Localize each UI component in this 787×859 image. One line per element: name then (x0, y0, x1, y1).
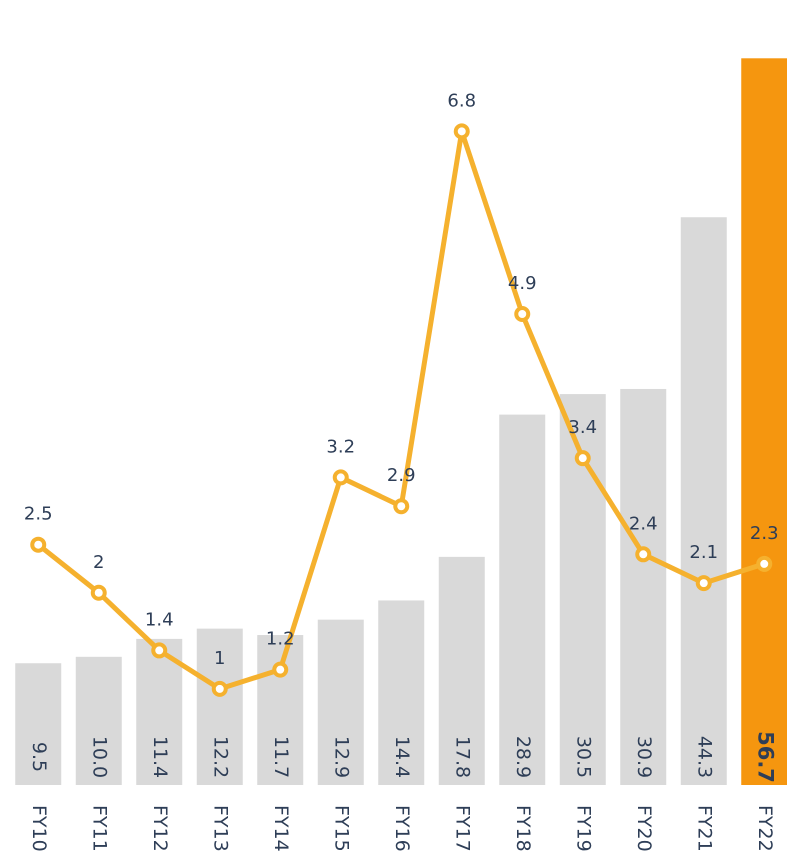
line-value-label: 1 (214, 648, 225, 669)
line-point (695, 575, 712, 592)
line-value-label: 6.8 (447, 90, 476, 111)
bar (136, 638, 183, 785)
line-point (514, 305, 531, 322)
bar (317, 619, 364, 785)
x-tick-label: FY21 (693, 805, 715, 852)
bar-value-label: 14.4 (391, 736, 413, 778)
line-value-label: 2.3 (750, 523, 779, 544)
bar-value-label: 44.3 (693, 736, 715, 778)
x-tick-label: FY11 (88, 805, 110, 852)
bar-value-label: 11.4 (149, 736, 171, 778)
line-value-label: 2.1 (689, 542, 718, 563)
bar (620, 388, 667, 785)
line-point (332, 469, 349, 486)
line-point (393, 498, 410, 515)
bar (15, 663, 62, 785)
bar-value-label: 30.5 (572, 736, 594, 778)
bar-value-label: 12.9 (330, 736, 352, 778)
x-tick-label: FY14 (270, 805, 292, 852)
line-value-label: 3.4 (568, 417, 597, 438)
x-tick-label: FY19 (572, 805, 594, 852)
bar (680, 217, 727, 785)
line-point (272, 661, 289, 678)
bar-value-label: 11.7 (270, 736, 292, 778)
line-value-label: 2.9 (387, 465, 416, 486)
line-point (574, 450, 591, 467)
bar (741, 58, 787, 786)
x-tick-label: FY10 (28, 805, 50, 852)
x-tick-label: FY20 (633, 805, 655, 852)
line-value-label: 1.4 (145, 609, 174, 630)
line-point (211, 680, 228, 697)
x-tick-label: FY22 (754, 805, 776, 852)
line-value-label: 2.5 (24, 504, 53, 525)
bar-value-label: 9.5 (28, 742, 50, 772)
bar-value-label: 30.9 (633, 736, 655, 778)
line-point (756, 555, 773, 572)
line-value-label: 4.9 (508, 273, 537, 294)
x-tick-label: FY16 (391, 805, 413, 852)
bar-value-label: 28.9 (512, 736, 534, 778)
bar (499, 414, 546, 785)
bar-value-label: 56.7 (753, 731, 777, 783)
bar (196, 628, 243, 785)
line-point (635, 546, 652, 563)
line-point (90, 584, 107, 601)
bar-value-label: 12.2 (209, 736, 231, 778)
line-point (453, 123, 470, 140)
line-value-label: 3.2 (326, 436, 355, 457)
line-value-label: 2 (93, 552, 104, 573)
line-value-label: 1.2 (266, 629, 295, 650)
line-point (30, 536, 47, 553)
line-value-label: 2.4 (629, 513, 658, 534)
x-tick-label: FY17 (451, 805, 473, 852)
x-tick-label: FY15 (330, 805, 352, 852)
x-tick-label: FY13 (209, 805, 231, 852)
x-tick-label: FY18 (512, 805, 534, 852)
bar-value-label: 17.8 (451, 736, 473, 778)
bar (378, 600, 425, 785)
bar (75, 656, 122, 785)
bar (438, 556, 485, 785)
x-tick-label: FY12 (149, 805, 171, 852)
line-point (151, 642, 168, 659)
bar-value-label: 10.0 (88, 736, 110, 778)
bar (257, 635, 304, 785)
